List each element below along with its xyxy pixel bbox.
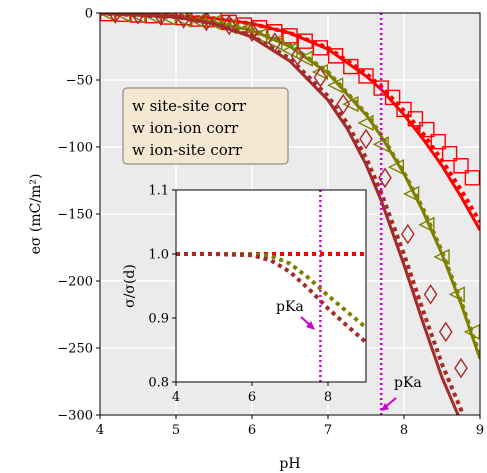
y-tick-label: 0 — [85, 7, 93, 22]
inset-y-axis-title: σ/σ(d) — [122, 264, 138, 308]
inset-pka-label: pKa — [276, 299, 304, 315]
inset-series-2-line — [176, 252, 366, 344]
series-1-marker — [205, 14, 222, 31]
series-2-marker — [290, 45, 305, 67]
y-tick-label: −100 — [57, 141, 93, 156]
series-2-marker — [245, 21, 259, 43]
series-1-marker — [357, 114, 374, 132]
series-0-marker — [396, 101, 412, 118]
x-tick-label: 5 — [172, 423, 180, 438]
series-2-marker — [199, 13, 214, 32]
series-0-marker — [464, 170, 480, 186]
series-2-marker — [267, 32, 282, 53]
inset-series — [176, 252, 366, 344]
series-1-marker — [448, 286, 465, 303]
legend-item-ion-ion: w ion-ion corr — [132, 119, 239, 137]
y-tick-label: −150 — [57, 208, 93, 223]
series-2-marker — [423, 284, 438, 305]
inset-x-tick-label: 4 — [172, 390, 180, 405]
series-2-marker — [131, 13, 145, 25]
series-2-marker — [222, 14, 237, 36]
inset-plot-area — [176, 190, 366, 382]
series-1-marker — [418, 216, 435, 233]
series-1-marker — [342, 95, 359, 113]
series-1-marker — [296, 50, 313, 67]
inset-x-tick-label: 8 — [324, 390, 332, 405]
series-0-marker — [419, 121, 435, 138]
x-tick-label: 7 — [324, 423, 332, 438]
series-2-marker — [336, 93, 351, 115]
series-0-marker — [384, 89, 401, 106]
x-tick-label: 4 — [96, 423, 104, 438]
series-0-marker — [312, 40, 329, 56]
y-tick-label: −250 — [57, 342, 93, 357]
series-1-marker — [327, 77, 344, 94]
y-tick-label: −300 — [57, 409, 93, 424]
series-2-marker — [153, 13, 168, 26]
y-tick-label: −200 — [57, 275, 93, 290]
series-2-marker — [438, 321, 453, 343]
y-tick-label: −50 — [66, 74, 93, 89]
inset-y-tick-label: 1.0 — [148, 248, 169, 263]
series-0-marker — [441, 146, 458, 162]
series-2-dotted-line — [100, 13, 466, 415]
inset-y-tick-label: 0.8 — [148, 376, 169, 391]
inset-x-tick-label: 6 — [248, 390, 256, 405]
series-1-marker — [266, 34, 283, 51]
inset-y-tick-label: 1.1 — [148, 184, 169, 199]
x-tick-label: 8 — [400, 423, 408, 438]
series-0-marker — [453, 158, 469, 174]
legend-item-ion-site: w ion-site corr — [132, 141, 243, 159]
pka-arrowhead — [381, 403, 389, 411]
series-0-marker — [430, 133, 446, 150]
series-2-marker — [359, 128, 373, 150]
series-1-marker — [463, 323, 480, 341]
series-2-marker — [313, 67, 328, 88]
main-ticks: 4 5 6 7 8 9 0 −50 −100 −150 −200 −250 −300 — [57, 7, 484, 439]
pka-annotation: pKa — [381, 375, 422, 411]
inset-pka-annotation: pKa — [276, 299, 315, 330]
series-2-marker — [400, 223, 415, 245]
series-1-marker — [403, 185, 420, 203]
series-1-marker — [433, 248, 450, 266]
legend: w site-site corr w ion-ion corr w ion-si… — [122, 87, 289, 165]
inset-pka-arrowhead — [306, 321, 315, 330]
series-0-marker — [297, 33, 313, 49]
inset-frame — [175, 189, 367, 383]
series-0-marker — [358, 68, 374, 84]
series-1-marker — [387, 158, 405, 176]
pka-label: pKa — [394, 375, 422, 391]
y-axis-title: eσ (mC/m²) — [28, 174, 44, 255]
main-series — [100, 13, 480, 415]
x-tick-label: 9 — [476, 423, 484, 438]
series-2-marker — [454, 357, 468, 379]
series-1-marker — [281, 42, 298, 59]
inset-ticks: 4 6 8 0.8 0.9 1.0 1.1 — [148, 184, 332, 406]
series-0-marker — [373, 80, 389, 96]
legend-box — [122, 87, 289, 165]
series-1-marker — [372, 136, 389, 153]
x-tick-label: 6 — [248, 423, 256, 438]
series-2-marker — [176, 13, 191, 29]
series-0-marker — [343, 58, 359, 75]
series-2-marker — [108, 13, 123, 24]
series-1-dotted-line — [100, 13, 480, 357]
legend-item-site-site: w site-site corr — [132, 97, 247, 115]
series-0-marker — [407, 111, 424, 127]
series-0-marker — [327, 48, 344, 64]
x-axis-title: pH — [279, 456, 300, 472]
inset-y-tick-label: 0.9 — [148, 312, 169, 327]
